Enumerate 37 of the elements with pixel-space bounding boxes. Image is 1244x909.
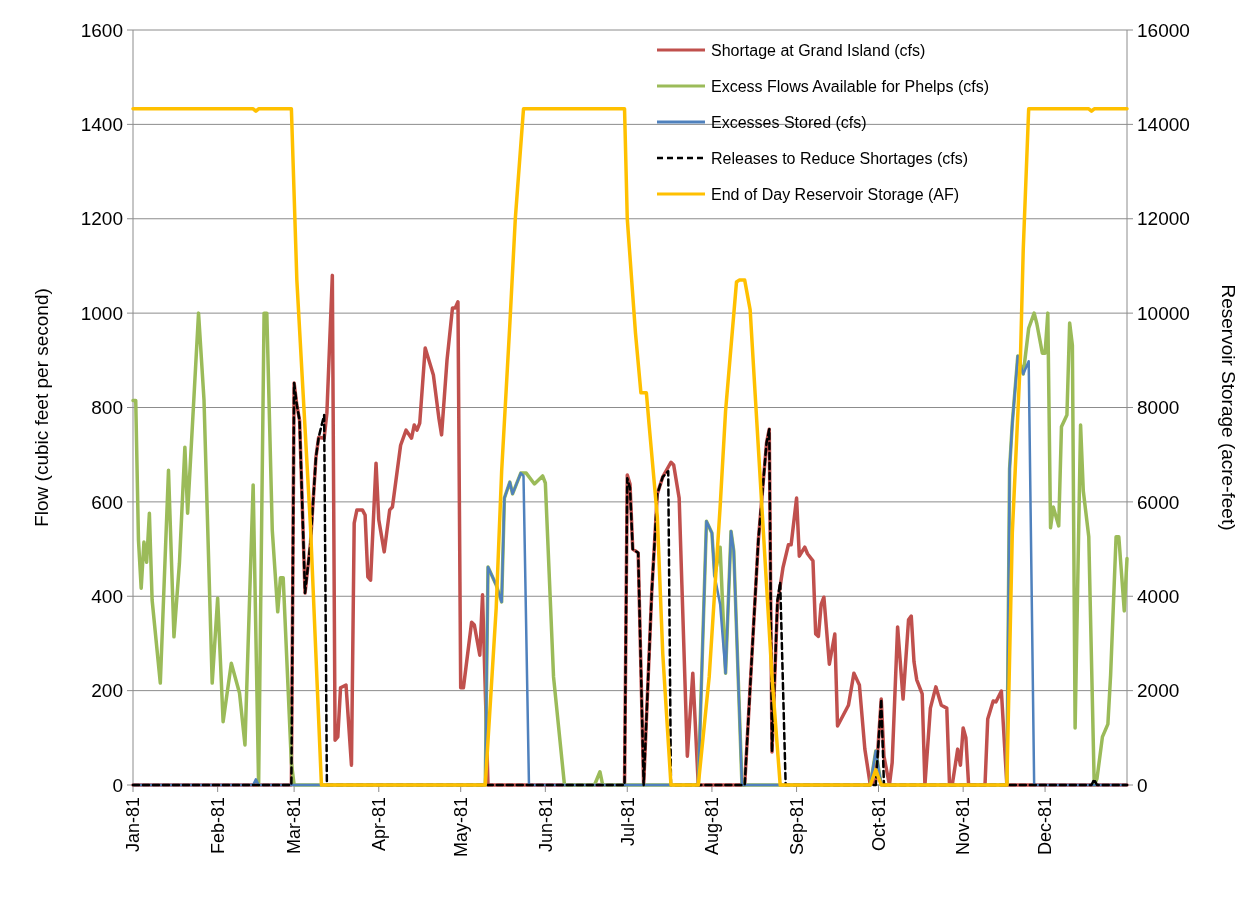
- x-tick-label: Dec-81: [1035, 797, 1056, 856]
- y-tick-label: 800: [91, 397, 123, 419]
- y-tick-label: 0: [112, 774, 123, 796]
- x-tick-label: Nov-81: [953, 797, 974, 856]
- y2-tick-label: 0: [1137, 774, 1148, 796]
- x-tick-label: Mar-81: [284, 797, 305, 855]
- y2-tick-label: 14000: [1137, 114, 1190, 136]
- y2-tick-label: 8000: [1137, 397, 1180, 419]
- legend-label: End of Day Reservoir Storage (AF): [711, 186, 960, 203]
- legend-label: Excesses Stored (cfs): [711, 114, 867, 131]
- y-tick-label: 400: [91, 585, 123, 607]
- y-tick-label: 1400: [80, 114, 123, 136]
- y2-axis-title: Reservoir Storage (acre-feet): [1218, 284, 1239, 531]
- legend-label: Releases to Reduce Shortages (cfs): [711, 150, 969, 167]
- y-tick-label: 1000: [80, 302, 123, 324]
- x-tick-label: Aug-81: [702, 797, 723, 856]
- y-tick-label: 200: [91, 680, 123, 702]
- x-tick-label: Apr-81: [369, 797, 390, 852]
- y2-tick-label: 2000: [1137, 680, 1180, 702]
- x-tick-label: May-81: [450, 797, 471, 858]
- x-tick-label: Feb-81: [207, 797, 228, 855]
- y2-tick-label: 10000: [1137, 302, 1190, 324]
- y-tick-label: 1600: [80, 19, 123, 41]
- x-tick-label: Sep-81: [786, 797, 807, 856]
- y-tick-label: 1200: [80, 208, 123, 230]
- legend-label: Excess Flows Available for Phelps (cfs): [711, 78, 990, 95]
- y2-tick-label: 6000: [1137, 491, 1180, 513]
- y-axis-title: Flow (cubic feet per second): [31, 288, 52, 527]
- y-tick-label: 600: [91, 491, 123, 513]
- y2-tick-label: 12000: [1137, 208, 1190, 230]
- x-tick-label: Jun-81: [535, 797, 556, 853]
- y2-tick-label: 16000: [1137, 19, 1190, 41]
- x-tick-label: Oct-81: [868, 797, 889, 852]
- legend-label: Shortage at Grand Island (cfs): [711, 42, 926, 59]
- x-tick-label: Jul-81: [617, 797, 638, 847]
- x-tick-label: Jan-81: [123, 797, 144, 853]
- y2-tick-label: 4000: [1137, 585, 1180, 607]
